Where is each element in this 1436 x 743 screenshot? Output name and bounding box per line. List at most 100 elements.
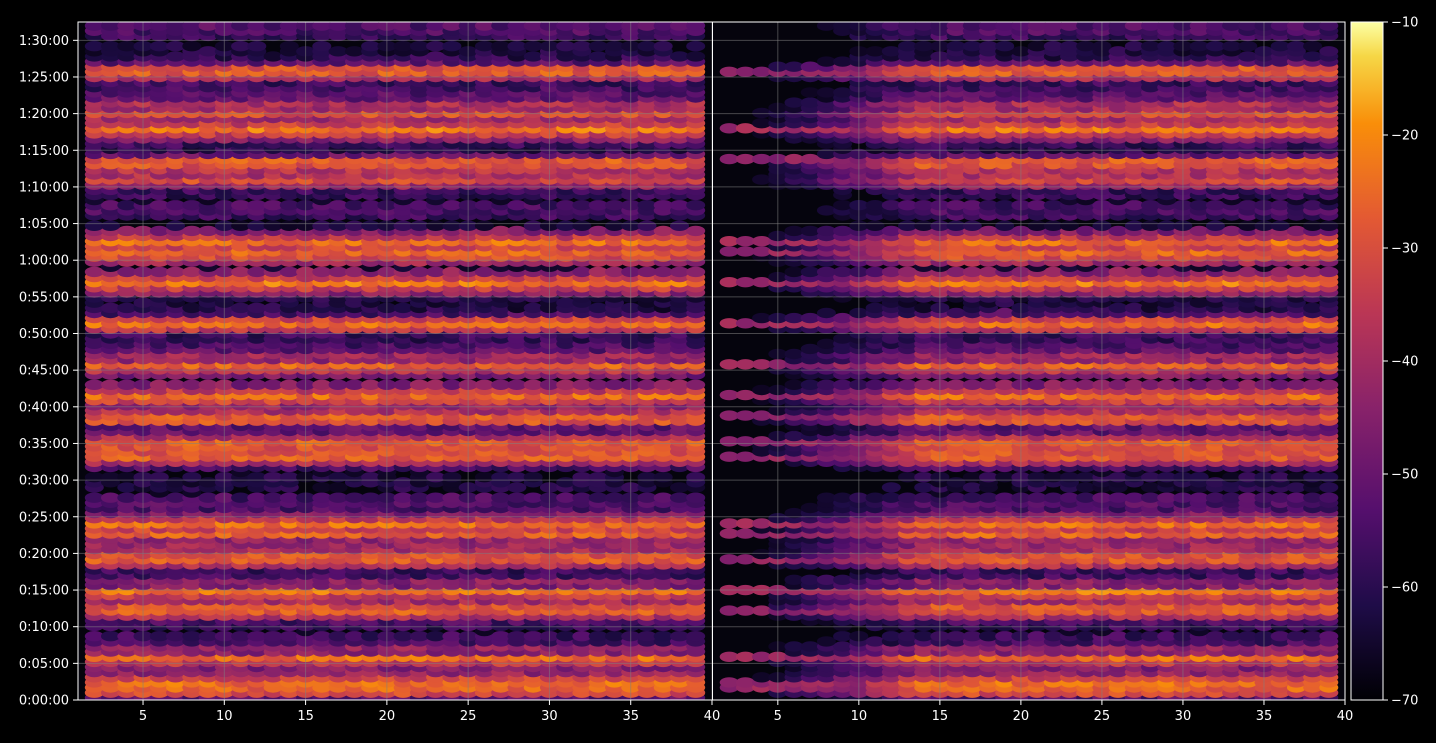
heatmap-cell <box>426 631 446 642</box>
heatmap-cell <box>101 472 120 483</box>
heatmap-cell <box>328 492 348 503</box>
heatmap-cell <box>344 492 364 503</box>
heatmap-cell <box>572 379 592 390</box>
heatmap-cell <box>198 379 218 390</box>
heatmap-cell <box>166 492 185 503</box>
heatmap-cell <box>198 225 218 237</box>
heatmap-cell <box>523 472 543 483</box>
heatmap-cell <box>572 220 592 231</box>
heatmap-cell <box>393 220 413 231</box>
heatmap-cell <box>101 22 120 31</box>
heatmap-cell <box>572 200 592 211</box>
heatmap-cell <box>231 302 251 314</box>
heatmap-cell <box>686 472 706 483</box>
heatmap-cell <box>474 41 494 52</box>
heatmap-cell <box>263 51 283 62</box>
heatmap-cell <box>653 631 673 642</box>
heatmap-cell <box>117 266 137 278</box>
heatmap-cell <box>84 472 104 483</box>
heatmap-cell <box>474 379 494 390</box>
heatmap-cell <box>231 220 251 231</box>
heatmap-cell <box>312 492 332 503</box>
heatmap-cell <box>279 492 299 503</box>
heatmap-cell <box>491 631 511 642</box>
heatmap-cell <box>263 200 283 211</box>
heatmap-cell <box>523 22 543 31</box>
heatmap-cell <box>670 379 689 390</box>
heatmap-cell <box>686 41 706 52</box>
heatmap-cell <box>198 631 218 642</box>
heatmap-cell <box>409 200 429 211</box>
heatmap-cell <box>605 41 624 52</box>
heatmap-cell <box>442 631 462 642</box>
heatmap-cell <box>101 379 120 390</box>
heatmap-cell <box>84 631 104 642</box>
heatmap-cell <box>279 22 299 31</box>
heatmap-cell <box>312 266 332 278</box>
heatmap-cell <box>312 379 332 390</box>
heatmap-cell <box>279 379 299 390</box>
heatmap-cell <box>409 631 429 642</box>
heatmap-cell <box>393 22 413 31</box>
heatmap-cell <box>182 200 202 211</box>
heatmap-cell <box>247 41 267 52</box>
heatmap-cell <box>670 266 689 278</box>
heatmap-cell <box>198 477 218 488</box>
right-panel <box>713 22 1345 700</box>
heatmap-cell <box>605 220 624 231</box>
heatmap-cell <box>670 220 689 231</box>
heatmap-cell <box>247 631 267 642</box>
heatmap-cell <box>279 41 299 52</box>
heatmap-cell <box>263 22 283 31</box>
heatmap-cell <box>182 302 202 314</box>
heatmap-cell <box>670 22 689 31</box>
heatmap-cell <box>686 492 706 503</box>
heatmap-cell <box>117 631 137 642</box>
heatmap-cell <box>166 51 185 62</box>
heatmap-cell <box>263 472 283 483</box>
heatmap-cell <box>670 631 689 642</box>
heatmap-cell <box>605 22 624 31</box>
heatmap-cell <box>572 472 592 483</box>
left-panel <box>78 22 712 700</box>
heatmap-cell <box>653 472 673 483</box>
heatmap-cell <box>263 379 283 390</box>
heatmap-cell <box>182 266 202 278</box>
heatmap-cell <box>182 379 202 390</box>
heatmap-cell <box>182 225 202 237</box>
heatmap-cell <box>101 302 120 314</box>
heatmap-cell <box>409 492 429 503</box>
heatmap-cell <box>507 472 527 483</box>
heatmap-cell <box>491 472 511 483</box>
heatmap-cell <box>637 631 657 642</box>
heatmap-cell <box>670 51 689 62</box>
heatmap-cell <box>149 225 169 237</box>
heatmap-cell <box>84 22 104 31</box>
heatmap-cell <box>344 46 364 57</box>
heatmap-cell <box>328 266 348 278</box>
heatmap-cell <box>393 631 413 642</box>
heatmap-cell <box>149 379 169 390</box>
heatmap-cell <box>605 492 624 503</box>
heatmap-cell <box>247 266 267 278</box>
heatmap-cell <box>328 631 348 642</box>
heatmap-cell <box>117 225 137 237</box>
heatmap-cell <box>247 472 267 483</box>
heatmap-cell <box>605 379 624 390</box>
heatmap-cell <box>166 220 185 231</box>
heatmap-cell <box>556 631 576 642</box>
heatmap-cell <box>361 220 381 231</box>
heatmap-cell <box>344 266 364 278</box>
heatmap-cell <box>279 220 299 231</box>
heatmap-cell <box>231 41 251 52</box>
heatmap-cell <box>605 266 624 278</box>
heatmap-cell <box>117 492 137 503</box>
heatmap-cell <box>426 41 446 52</box>
heatmap-cell <box>474 492 494 503</box>
heatmap-cell <box>182 631 202 642</box>
heatmap-cell <box>442 41 462 52</box>
heatmap-cell <box>426 379 446 390</box>
heatmap-cell <box>572 22 592 31</box>
heatmap-cell <box>117 482 137 493</box>
heatmap-cell <box>523 379 543 390</box>
